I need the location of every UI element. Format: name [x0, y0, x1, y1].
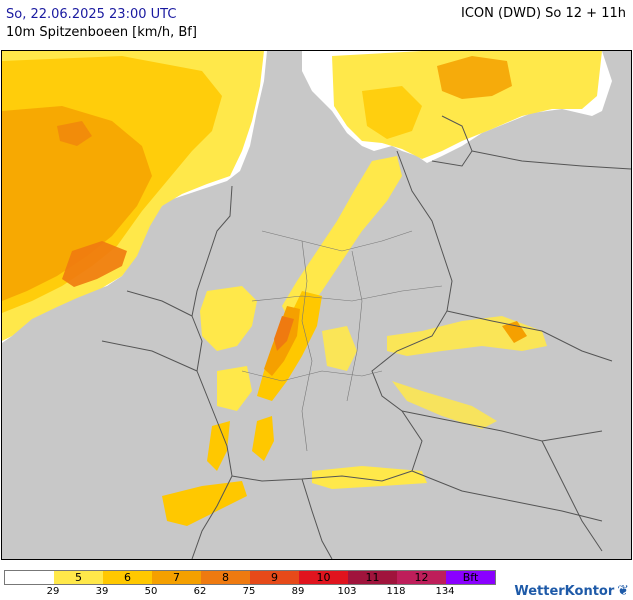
- legend-cell: 9: [250, 571, 299, 584]
- legend-tick-label: 29: [46, 586, 60, 597]
- legend-cell: 5: [54, 571, 103, 584]
- wind-zone-east-a: [322, 326, 357, 371]
- border-at-cz: [401, 410, 603, 442]
- gust-map: [1, 50, 632, 560]
- wind-zone-west: [200, 286, 257, 351]
- legend-tick-label: 89: [291, 586, 305, 597]
- legend-cell: 11: [348, 571, 397, 584]
- wind-zone-south-a: [252, 416, 274, 461]
- legend-cell: 12: [397, 571, 446, 584]
- border-at-it: [411, 470, 603, 522]
- wind-zone-west-b: [217, 366, 252, 411]
- state-border-e: [346, 250, 363, 402]
- wind-zone-czech-core: [502, 321, 527, 343]
- country-borders: [101, 115, 631, 559]
- model-run-label: ICON (DWD) So 12 + 11h: [461, 6, 626, 21]
- parameter-label: 10m Spitzenboeen [km/h, Bf]: [6, 25, 197, 40]
- wind-zone-6-baltic: [362, 86, 422, 139]
- wind-zone-8-sea-b: [57, 121, 92, 146]
- border-at-hu: [541, 440, 603, 552]
- border-cz-pl: [446, 310, 613, 362]
- state-border-b: [251, 285, 443, 302]
- border-fr-ch: [191, 475, 233, 559]
- map-svg: [2, 51, 631, 559]
- legend-ticks: 29 39 50 62 75 89 103 118 134: [4, 586, 504, 600]
- state-borders: [241, 230, 443, 452]
- brand-name: WetterKontor: [514, 583, 615, 599]
- wind-zone-alps-west: [162, 481, 247, 526]
- border-nl-be: [126, 290, 193, 317]
- border-south-germany: [231, 470, 413, 482]
- legend-cell: 10: [299, 571, 348, 584]
- legend-tick-label: 134: [435, 586, 455, 597]
- state-border-d: [301, 240, 313, 452]
- brand-swirl-icon: ❦: [617, 583, 629, 599]
- legend-tick-label: 118: [386, 586, 406, 597]
- wind-zone-8-sea: [62, 241, 127, 287]
- state-border-a: [261, 230, 413, 252]
- legend-tick-label: 50: [144, 586, 158, 597]
- wetterkontor-logo: WetterKontor ❦: [514, 583, 629, 599]
- border-pl-north: [471, 150, 631, 170]
- legend-cell: 6: [103, 571, 152, 584]
- legend-cell: [5, 571, 54, 584]
- wind-zone-austria: [392, 381, 497, 429]
- map-header: So, 22.06.2025 23:00 UTC 10m Spitzenboee…: [6, 6, 197, 42]
- state-border-c: [241, 370, 383, 382]
- legend-cell: 7: [152, 571, 201, 584]
- border-west-germany: [191, 185, 233, 477]
- legend-cell: 8: [201, 571, 250, 584]
- wind-zone-south-b: [207, 421, 230, 471]
- wind-zone-alps-central: [312, 466, 427, 489]
- wind-zone-7-sea: [2, 106, 152, 301]
- legend-tick-label: 103: [337, 586, 357, 597]
- forecast-datetime: So, 22.06.2025 23:00 UTC: [6, 7, 177, 22]
- color-legend: 5 6 7 8 9 10 11 12 Bft: [4, 570, 496, 585]
- border-ch-it: [301, 478, 333, 559]
- legend-tick-label: 62: [193, 586, 207, 597]
- wind-band-north: [282, 156, 402, 326]
- wind-band-central-max: [274, 316, 294, 351]
- border-be-fr: [101, 340, 198, 372]
- legend-tick-label: 39: [95, 586, 109, 597]
- legend-tick-label: 75: [242, 586, 256, 597]
- wind-zone-7-baltic: [437, 56, 512, 99]
- legend-cell: Bft: [446, 571, 495, 584]
